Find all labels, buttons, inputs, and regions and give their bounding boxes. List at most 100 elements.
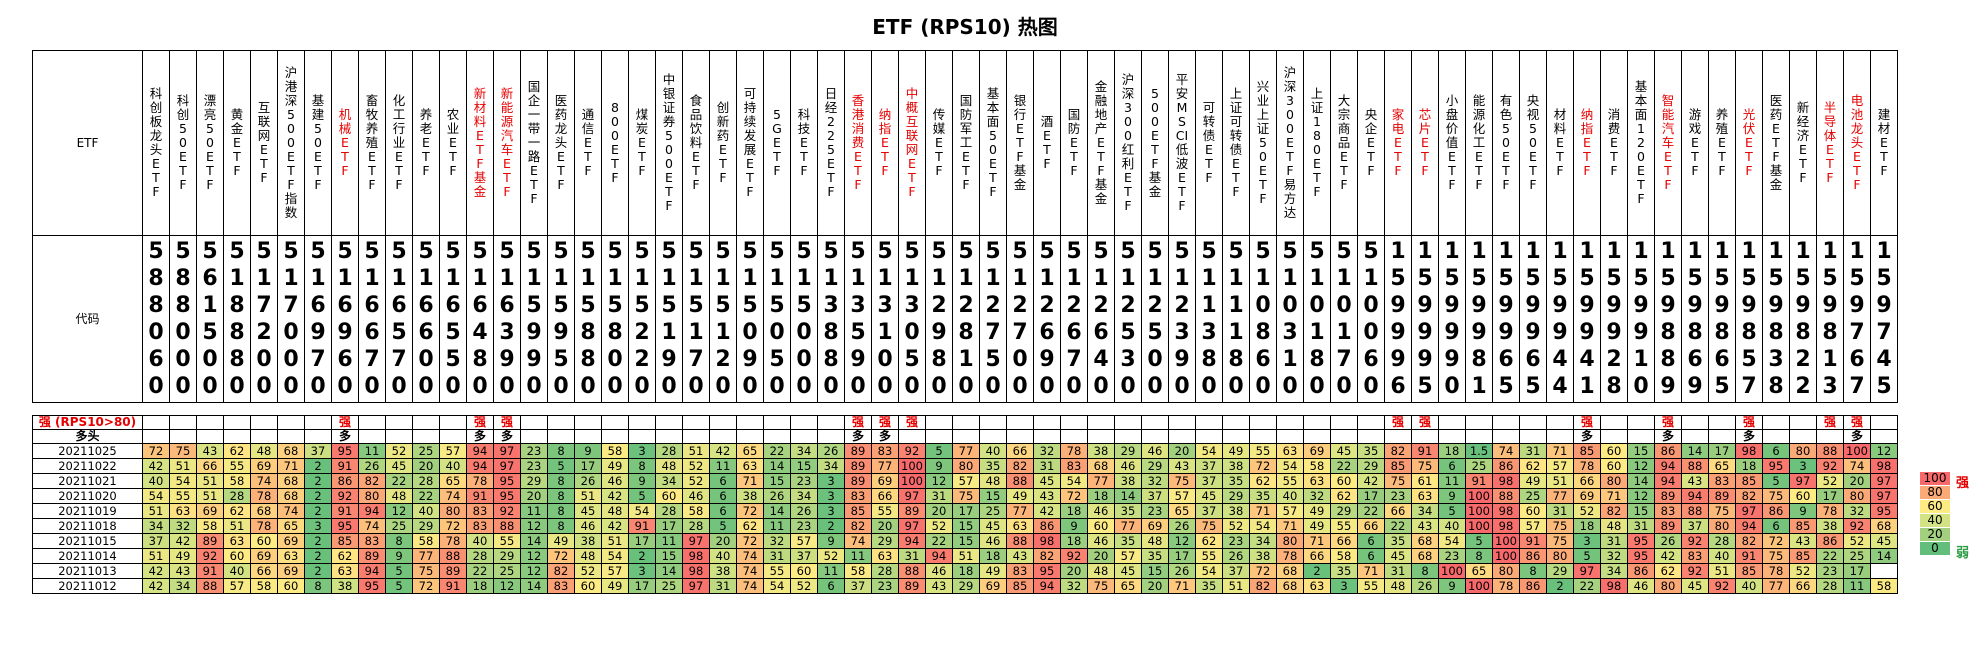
heat-cell-5-50: 98 xyxy=(1492,518,1520,534)
heat-cell-3-22: 38 xyxy=(736,488,764,504)
heat-cell-4-32: 77 xyxy=(1006,503,1034,519)
etf-code-31: 512750 xyxy=(979,235,1007,403)
heat-cell-5-63: 92 xyxy=(1843,518,1871,534)
heat-cell-2-24: 23 xyxy=(790,473,818,489)
heat-cell-3-61: 60 xyxy=(1789,488,1817,504)
etf-code-39: 511380 xyxy=(1195,235,1223,403)
heat-cell-9-57: 45 xyxy=(1681,578,1709,594)
heat-cell-4-28: 89 xyxy=(898,503,926,519)
heat-cell-8-24: 60 xyxy=(790,563,818,579)
heat-cell-5-61: 85 xyxy=(1789,518,1817,534)
heat-cell-6-12: 40 xyxy=(466,533,494,549)
heat-cell-6-57: 92 xyxy=(1681,533,1709,549)
heat-cell-7-52: 80 xyxy=(1546,548,1574,564)
heat-cell-4-7: 91 xyxy=(331,503,359,519)
heat-cell-9-32: 85 xyxy=(1006,578,1034,594)
heat-cell-9-44: 3 xyxy=(1330,578,1358,594)
heat-cell-0-57: 14 xyxy=(1681,443,1709,459)
long-flag-32 xyxy=(1006,429,1034,444)
heat-cell-9-2: 88 xyxy=(196,578,224,594)
heat-cell-9-10: 72 xyxy=(412,578,440,594)
heat-cell-9-55: 46 xyxy=(1627,578,1655,594)
heat-cell-6-15: 49 xyxy=(547,533,575,549)
heat-cell-1-60: 95 xyxy=(1762,458,1790,474)
heat-cell-8-17: 57 xyxy=(601,563,629,579)
etf-code-50: 159965 xyxy=(1492,235,1520,403)
heat-cell-8-14: 12 xyxy=(520,563,548,579)
strong-flag-6 xyxy=(304,415,332,430)
heat-cell-7-56: 42 xyxy=(1654,548,1682,564)
heat-cell-5-16: 46 xyxy=(574,518,602,534)
heat-cell-5-31: 45 xyxy=(979,518,1007,534)
heat-cell-7-6: 2 xyxy=(304,548,332,564)
heat-cell-8-43: 2 xyxy=(1303,563,1331,579)
etf-name-11: 农业ETF xyxy=(439,50,467,236)
heat-cell-2-62: 52 xyxy=(1816,473,1844,489)
strong-flag-24 xyxy=(790,415,818,430)
long-flag-47 xyxy=(1411,429,1439,444)
heat-cell-1-16: 17 xyxy=(574,458,602,474)
heat-cell-1-49: 25 xyxy=(1465,458,1493,474)
heat-cell-5-58: 80 xyxy=(1708,518,1736,534)
heat-cell-5-0: 34 xyxy=(142,518,170,534)
heat-cell-6-1: 42 xyxy=(169,533,197,549)
etf-code-46: 159996 xyxy=(1384,235,1412,403)
heat-cell-0-13: 97 xyxy=(493,443,521,459)
heat-cell-3-46: 23 xyxy=(1384,488,1412,504)
heat-cell-6-26: 74 xyxy=(844,533,872,549)
heat-cell-0-8: 11 xyxy=(358,443,386,459)
heat-cell-5-26: 82 xyxy=(844,518,872,534)
etf-code-2: 561500 xyxy=(196,235,224,403)
heat-cell-4-55: 15 xyxy=(1627,503,1655,519)
heat-cell-8-64 xyxy=(1870,563,1898,579)
heat-cell-0-27: 83 xyxy=(871,443,899,459)
etf-name-48: 小盘价值ETF xyxy=(1438,50,1466,236)
heat-cell-1-37: 29 xyxy=(1141,458,1169,474)
strong-flag-47: 强 xyxy=(1411,415,1439,430)
heat-cell-9-48: 9 xyxy=(1438,578,1466,594)
long-flag-21 xyxy=(709,429,737,444)
heat-cell-2-29: 12 xyxy=(925,473,953,489)
heat-cell-4-11: 80 xyxy=(439,503,467,519)
etf-code-29: 512980 xyxy=(925,235,953,403)
heat-cell-0-64: 12 xyxy=(1870,443,1898,459)
long-flag-6 xyxy=(304,429,332,444)
long-flag-25 xyxy=(817,429,845,444)
heat-cell-2-50: 98 xyxy=(1492,473,1520,489)
heat-cell-7-34: 92 xyxy=(1060,548,1088,564)
heat-cell-9-17: 49 xyxy=(601,578,629,594)
strong-flag-58 xyxy=(1708,415,1736,430)
legend-weak-label: 弱 xyxy=(1956,546,1970,561)
heat-cell-0-23: 22 xyxy=(763,443,791,459)
heat-cell-6-30: 15 xyxy=(952,533,980,549)
long-flag-58 xyxy=(1708,429,1736,444)
heat-cell-3-19: 60 xyxy=(655,488,683,504)
heat-cell-2-57: 43 xyxy=(1681,473,1709,489)
heat-cell-7-61: 85 xyxy=(1789,548,1817,564)
heat-cell-3-12: 91 xyxy=(466,488,494,504)
long-flag-16 xyxy=(574,429,602,444)
heat-cell-8-4: 66 xyxy=(250,563,278,579)
heat-cell-9-33: 94 xyxy=(1033,578,1061,594)
heat-cell-4-37: 23 xyxy=(1141,503,1169,519)
heat-cell-9-49: 100 xyxy=(1465,578,1493,594)
heat-cell-8-36: 45 xyxy=(1114,563,1142,579)
heat-cell-3-15: 8 xyxy=(547,488,575,504)
etf-name-54: 消费ETF xyxy=(1600,50,1628,236)
heat-cell-5-6: 3 xyxy=(304,518,332,534)
heat-cell-1-42: 54 xyxy=(1276,458,1304,474)
heat-cell-0-38: 20 xyxy=(1168,443,1196,459)
heat-cell-6-0: 37 xyxy=(142,533,170,549)
heat-cell-1-55: 12 xyxy=(1627,458,1655,474)
heat-cell-7-23: 31 xyxy=(763,548,791,564)
heat-cell-1-51: 62 xyxy=(1519,458,1547,474)
long-flag-1 xyxy=(169,429,197,444)
long-flag-44 xyxy=(1330,429,1358,444)
heat-cell-2-56: 94 xyxy=(1654,473,1682,489)
heat-cell-8-62: 23 xyxy=(1816,563,1844,579)
heat-cell-7-25: 52 xyxy=(817,548,845,564)
long-flag-24 xyxy=(790,429,818,444)
heat-cell-4-9: 12 xyxy=(385,503,413,519)
heat-cell-6-14: 14 xyxy=(520,533,548,549)
long-flag-50 xyxy=(1492,429,1520,444)
